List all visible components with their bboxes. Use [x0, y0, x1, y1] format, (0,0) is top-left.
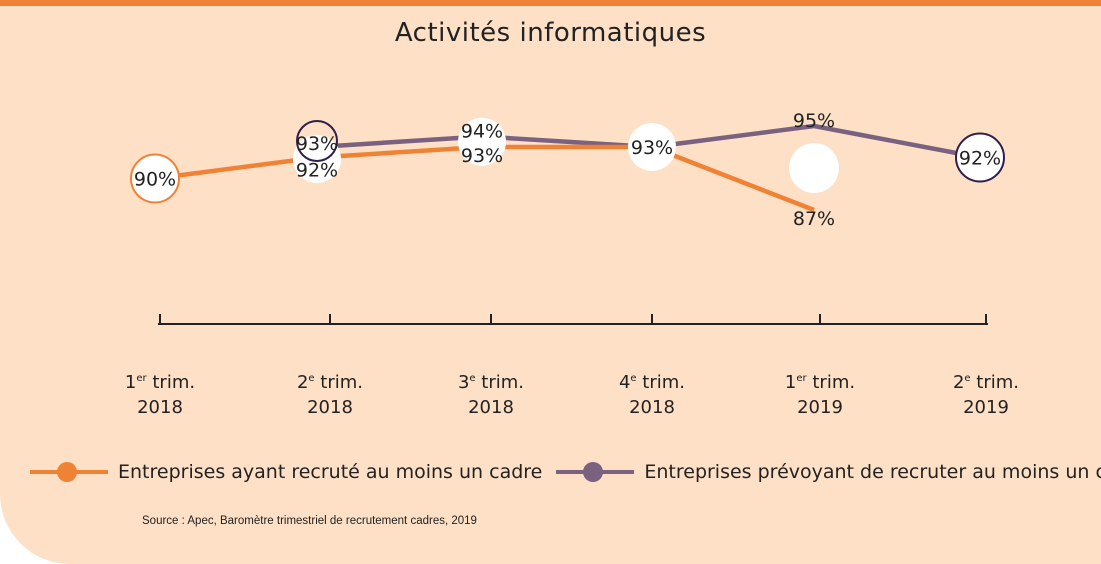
x-tick-quarter: 3e trim. — [457, 372, 525, 393]
x-tick-label: 2e trim. 2019 — [926, 366, 1046, 420]
data-label: 93% — [631, 137, 673, 159]
x-tick-quarter: 2e trim. — [952, 372, 1020, 393]
data-label: 95% — [793, 110, 835, 132]
data-marker — [628, 123, 676, 171]
x-tick-label: 2e trim. 2018 — [270, 366, 390, 420]
x-tick-quarter: 4e trim. — [618, 372, 686, 393]
top-accent-bar — [0, 0, 1101, 6]
x-tick-year: 2018 — [468, 397, 514, 418]
x-tick-label: 3e trim. 2018 — [431, 366, 551, 420]
x-tick-quarter: 2e trim. — [296, 372, 364, 393]
x-tick-label: 1er trim. 2019 — [760, 366, 880, 420]
legend-marker — [57, 462, 77, 482]
data-marker — [789, 143, 839, 193]
legend: Entreprises ayant recruté au moins un ca… — [30, 455, 1101, 489]
data-marker — [458, 117, 506, 166]
x-tick-quarter: 1er trim. — [784, 372, 856, 393]
data-label: 93% — [461, 145, 503, 167]
data-label: 90% — [134, 169, 176, 191]
x-tick-quarter: 1er trim. — [124, 372, 196, 393]
x-tick-year: 2018 — [629, 397, 675, 418]
data-marker — [293, 135, 341, 183]
legend-label: Entreprises ayant recruté au moins un ca… — [118, 461, 543, 483]
legend-label: Entreprises prévoyant de recruter au moi… — [644, 461, 1101, 483]
data-label: 87% — [793, 208, 835, 230]
chart-title: Activités informatiques — [394, 18, 707, 48]
data-label: 92% — [296, 160, 338, 182]
x-tick-year: 2018 — [307, 397, 353, 418]
source-note: Source : Apec, Baromètre trimestriel de … — [142, 515, 477, 527]
x-tick-label: 1er trim. 2018 — [100, 366, 220, 420]
data-label: 93% — [296, 133, 338, 155]
data-marker — [955, 132, 1005, 183]
x-tick-label: 4e trim. 2018 — [592, 366, 712, 420]
legend-marker — [583, 462, 604, 482]
x-tick-year: 2019 — [963, 397, 1009, 418]
data-marker — [130, 153, 180, 204]
data-label: 94% — [461, 121, 503, 143]
x-tick-year: 2018 — [137, 397, 183, 418]
data-label: 92% — [959, 148, 1001, 170]
legend-swatch-purple — [556, 462, 635, 482]
legend-item-recruited: Entreprises ayant recruté au moins un ca… — [30, 461, 542, 483]
legend-swatch-orange — [30, 462, 108, 482]
x-tick-year: 2019 — [797, 397, 843, 418]
legend-item-planning: Entreprises prévoyant de recruter au moi… — [556, 461, 1101, 483]
data-marker — [296, 120, 338, 162]
